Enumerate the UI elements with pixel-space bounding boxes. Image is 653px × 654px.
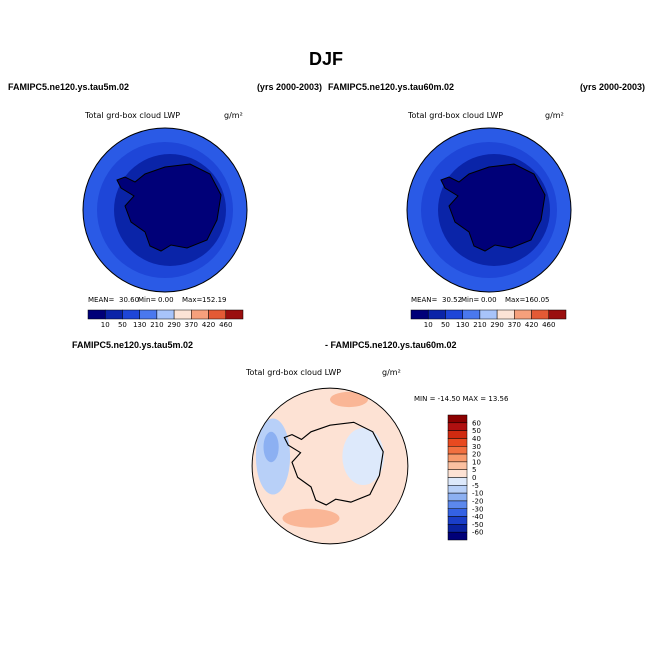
variable-label: Total grd-box cloud LWP — [84, 111, 180, 120]
units-label: g/m² — [545, 111, 564, 120]
figure-title: DJF — [309, 49, 343, 69]
stat-label: 0.00 — [158, 296, 174, 304]
colorbar-box — [447, 500, 468, 509]
colorbar-box — [447, 524, 468, 533]
colorbar-box — [447, 469, 468, 478]
case-label: FAMIPC5.ne120.ys.tau5m.02 — [72, 340, 193, 350]
colorbar-label: 50 — [472, 427, 481, 435]
colorbar-box — [548, 309, 567, 320]
colorbar-label: 210 — [150, 321, 163, 329]
colorbar-box — [225, 309, 244, 320]
colorbar-label: 370 — [185, 321, 198, 329]
panel: FAMIPC5.ne120.ys.tau5m.02 (yrs 2000-2003… — [8, 82, 322, 293]
colorbar-label: 30 — [472, 443, 481, 451]
colorbar-label: 10 — [472, 458, 481, 466]
colorbar-box — [208, 309, 227, 320]
colorbar-box — [447, 446, 468, 455]
colorbar-box — [462, 309, 481, 320]
colorbar-box — [447, 485, 468, 494]
colorbar-box — [447, 430, 468, 439]
colorbar-box — [173, 309, 192, 320]
colorbar-label: 50 — [118, 321, 127, 329]
colorbar-box — [447, 492, 468, 502]
colorbar-box — [410, 309, 429, 320]
colorbar-label: 290 — [167, 321, 180, 329]
colorbar-box — [447, 461, 468, 470]
colorbar-box — [514, 309, 532, 320]
colorbar-label: 210 — [473, 321, 486, 329]
colorbar-box — [479, 309, 498, 320]
stat-label: Min= — [461, 296, 479, 304]
case-label: FAMIPC5.ne120.ys.tau5m.02 — [8, 82, 129, 92]
stat-label: 30.52 — [442, 296, 462, 304]
colorbar-label: -30 — [472, 505, 483, 513]
stat-label: Min= — [138, 296, 156, 304]
colorbar-box — [156, 309, 175, 320]
stat-label: 30.60 — [119, 296, 139, 304]
case-label: FAMIPC5.ne120.ys.tau60m.02 — [328, 82, 454, 92]
stat-label: Max= — [505, 296, 525, 304]
years-label: (yrs 2000-2003) — [580, 82, 645, 92]
colorbar-box — [447, 453, 468, 463]
colorbar-box — [447, 422, 468, 431]
colorbar-box — [87, 309, 106, 320]
colorbar-box — [447, 516, 468, 525]
colorbar-label: 460 — [219, 321, 232, 329]
colorbar-label: 5 — [472, 466, 476, 474]
colorbar-label: -40 — [472, 513, 483, 521]
stat-label: 0.00 — [481, 296, 497, 304]
colorbar-box — [191, 309, 209, 320]
colorbar-box — [447, 531, 468, 541]
colorbar-box — [122, 309, 140, 320]
colorbar-box — [447, 438, 468, 447]
colorbar-label: 130 — [133, 321, 146, 329]
colorbar-label: 50 — [441, 321, 450, 329]
units-label: g/m² — [382, 368, 401, 377]
colorbar-label: 10 — [424, 321, 433, 329]
variable-label: Total grd-box cloud LWP — [245, 368, 341, 377]
colorbar-label: -10 — [472, 490, 483, 498]
map — [251, 387, 409, 545]
colorbar-label: 40 — [472, 435, 481, 443]
colorbar-label: -60 — [472, 529, 483, 537]
panel: FAMIPC5.ne120.ys.tau60m.02 (yrs 2000-200… — [328, 82, 645, 293]
units-label: g/m² — [224, 111, 243, 120]
years-label: (yrs 2000-2003) — [257, 82, 322, 92]
colorbar-box — [139, 309, 158, 320]
variable-label: Total grd-box cloud LWP — [407, 111, 503, 120]
colorbar-label: 420 — [202, 321, 215, 329]
colorbar-box — [104, 309, 123, 320]
colorbar-label: 290 — [490, 321, 503, 329]
colorbar-box — [531, 309, 550, 320]
colorbar-label: 0 — [472, 474, 476, 482]
colorbar-box — [496, 309, 515, 320]
colorbar-label: 60 — [472, 419, 481, 427]
stat-label: 160.05 — [525, 296, 550, 304]
colorbar-label: -5 — [472, 482, 479, 490]
stat-label: Max= — [182, 296, 202, 304]
colorbar-label: 20 — [472, 451, 481, 459]
colorbar-label: -50 — [472, 521, 483, 529]
colorbar-box — [447, 508, 468, 517]
colorbar-box — [427, 309, 446, 320]
colorbar-label: 130 — [456, 321, 469, 329]
map — [82, 127, 248, 293]
stat-label: MEAN= — [411, 296, 437, 304]
minmax-label: MIN = -14.50 MAX = 13.56 — [414, 395, 509, 403]
colorbar-label: -20 — [472, 497, 483, 505]
colorbar-label: 420 — [525, 321, 538, 329]
map — [406, 127, 572, 293]
colorbar-label: 10 — [101, 321, 110, 329]
stat-label: 152.19 — [202, 296, 227, 304]
colorbar-box — [447, 414, 468, 424]
stat-label: MEAN= — [88, 296, 114, 304]
colorbar-box — [447, 477, 468, 486]
colorbar-box — [445, 309, 463, 320]
colorbar-label: 460 — [542, 321, 555, 329]
colorbar-label: 370 — [508, 321, 521, 329]
case-label: - FAMIPC5.ne120.ys.tau60m.02 — [325, 340, 457, 350]
